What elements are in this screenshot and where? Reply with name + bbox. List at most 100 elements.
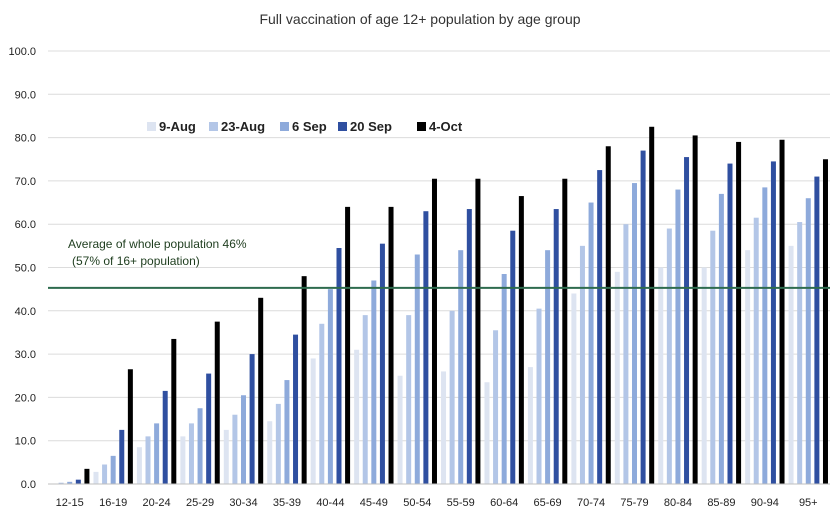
y-tick-label: 70.0 (15, 176, 36, 188)
bar (779, 139, 785, 484)
x-tick-label: 45-49 (360, 497, 388, 509)
bar (397, 375, 403, 484)
bar (284, 380, 290, 484)
x-tick-label: 75-79 (620, 497, 648, 509)
bar (762, 187, 768, 484)
bar (319, 323, 325, 484)
bar (466, 209, 472, 485)
bar (614, 271, 620, 484)
y-tick-label: 0.0 (21, 479, 36, 491)
bar (267, 421, 273, 484)
bar (345, 206, 351, 484)
average-annotation-line1: Average of whole population 46% (68, 237, 247, 251)
chart-title: Full vaccination of age 12+ population b… (259, 11, 580, 27)
x-tick-label: 50-54 (403, 497, 431, 509)
bar (379, 243, 385, 484)
bar (701, 267, 707, 484)
legend-swatch (280, 122, 289, 131)
bar (718, 193, 724, 484)
bar (388, 206, 394, 484)
bar (475, 178, 481, 485)
bar (805, 198, 811, 484)
bar (336, 248, 342, 484)
y-tick-label: 80.0 (15, 133, 36, 145)
bar (354, 349, 360, 484)
bar (675, 189, 681, 484)
bar (753, 217, 759, 484)
bar (206, 373, 212, 484)
bar (770, 161, 776, 485)
bar (441, 371, 447, 484)
bar (736, 141, 742, 484)
bar (180, 436, 186, 484)
bar (666, 228, 672, 484)
legend-swatch (147, 122, 156, 131)
x-tick-label: 85-89 (707, 497, 735, 509)
x-tick-label: 16-19 (99, 497, 127, 509)
y-tick-label: 10.0 (15, 436, 36, 448)
bar (640, 150, 646, 484)
y-tick-label: 40.0 (15, 306, 36, 318)
x-tick-label: 20-24 (143, 497, 171, 509)
bar (110, 455, 116, 484)
y-tick-label: 90.0 (15, 89, 36, 101)
bar (431, 178, 437, 485)
bar (214, 321, 220, 485)
bar (84, 468, 90, 484)
bar (527, 367, 533, 484)
bar (597, 170, 603, 484)
x-tick-label: 25-29 (186, 497, 214, 509)
bar (545, 250, 551, 484)
bar (275, 403, 281, 484)
bar (249, 354, 255, 484)
legend-label: 9-Aug (159, 119, 196, 134)
x-tick-label: 65-69 (534, 497, 562, 509)
legend-label: 6 Sep (292, 119, 327, 134)
y-gridlines (48, 50, 830, 442)
bar (127, 369, 133, 484)
bar (484, 382, 490, 484)
bar (632, 183, 637, 484)
y-tick-label: 100.0 (8, 46, 36, 58)
x-axis-ticks: 12-15 16-19 20-24 25-29 30-34 35-39 40-44 45-49… (56, 497, 818, 509)
bar (241, 395, 246, 484)
x-tick-label: 30-34 (229, 497, 257, 509)
bar (579, 245, 585, 484)
bars (50, 126, 828, 485)
bar (154, 423, 160, 484)
bar (501, 274, 507, 484)
bar (797, 222, 803, 485)
bar (649, 126, 655, 484)
bar (102, 464, 108, 484)
bar (162, 390, 168, 484)
bar (493, 330, 499, 484)
x-tick-label: 35-39 (273, 497, 301, 509)
x-tick-label: 12-15 (56, 497, 84, 509)
bar (258, 297, 264, 484)
legend-swatch (209, 122, 218, 131)
x-tick-label: 70-74 (577, 497, 605, 509)
y-tick-label: 30.0 (15, 349, 36, 361)
bar (293, 334, 299, 484)
bar (553, 209, 559, 485)
bar (301, 276, 307, 484)
y-tick-label: 60.0 (15, 219, 36, 231)
bar (75, 479, 81, 484)
bar (58, 482, 64, 484)
bar (727, 163, 733, 484)
legend-label: 23-Aug (221, 119, 265, 134)
bar (710, 230, 716, 484)
x-tick-label: 80-84 (664, 497, 692, 509)
bar (571, 293, 577, 484)
bar (562, 178, 568, 485)
y-axis-ticks: 0.0 10.0 20.0 30.0 40.0 50.0 60.0 70.0 80.0 90.0 1… (8, 46, 36, 491)
legend-swatch (338, 122, 347, 131)
x-tick-label: 40-44 (316, 497, 344, 509)
average-annotation-line2: (57% of 16+ population) (72, 254, 200, 268)
bar (822, 159, 828, 484)
bar (310, 358, 316, 484)
bar (67, 481, 73, 484)
bar (414, 254, 420, 484)
bar (136, 447, 142, 484)
